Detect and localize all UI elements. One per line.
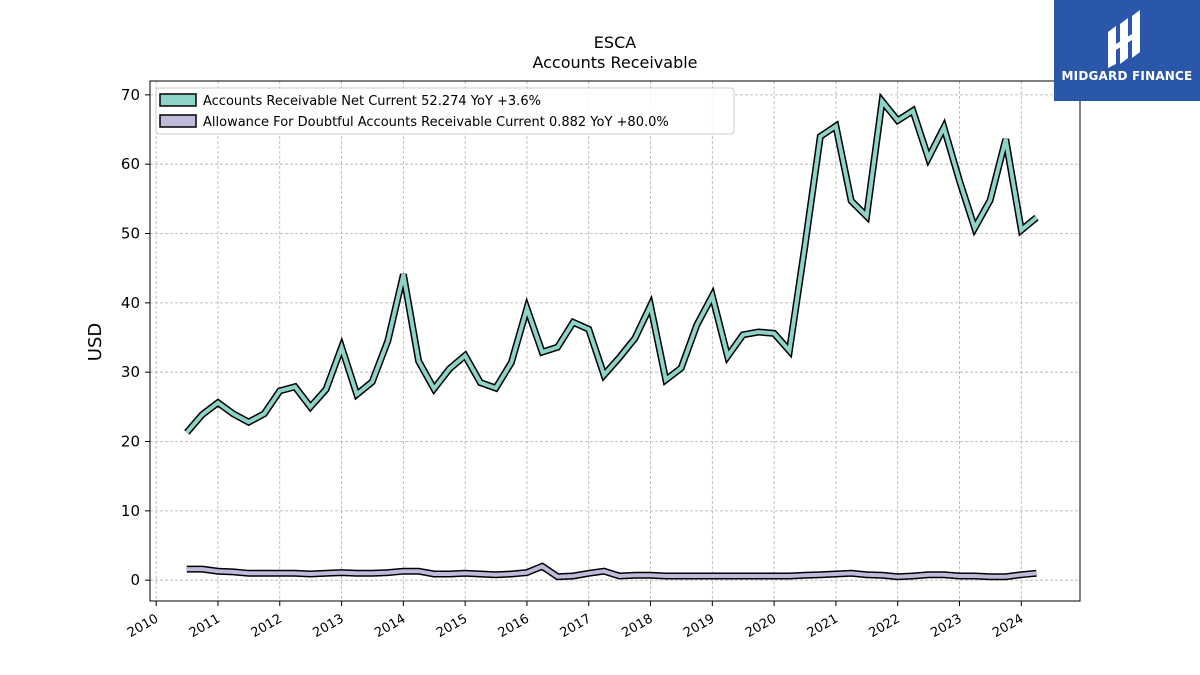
legend-swatch-1 [159,114,197,128]
legend-label-0: Accounts Receivable Net Current 52.274 Y… [203,94,541,109]
x-tick-label: 2012 [249,611,285,641]
x-tick-label: 2017 [558,611,594,641]
x-tick-label: 2011 [187,611,223,641]
y-tick-label: 50 [121,225,140,243]
grid [150,81,1080,601]
series-0-outline [184,92,1039,435]
logo-text: MIDGARD FINANCE [1061,69,1193,83]
x-tick-label: 2013 [310,611,346,641]
x-tick-label: 2015 [434,611,470,641]
series-0-line [185,96,1038,434]
y-tick-label: 40 [121,294,140,312]
legend-swatch-0 [159,93,197,107]
x-tick-label: 2024 [990,611,1026,641]
x-tick-label: 2019 [681,611,717,641]
x-tick-label: 2020 [743,611,779,641]
plot-frame [149,80,1081,602]
y-tick-label: 60 [121,155,140,173]
x-tick-label: 2010 [125,611,161,641]
legend-label-1: Allowance For Doubtful Accounts Receivab… [203,115,669,130]
chart-title: ESCA [594,33,636,52]
legend: Accounts Receivable Net Current 52.274 Y… [155,87,735,135]
x-tick-label: 2018 [619,611,655,641]
chart-subtitle: Accounts Receivable [532,53,697,72]
y-tick-label: 30 [121,363,140,381]
y-tick-label: 10 [121,502,140,520]
x-tick-label: 2022 [867,611,903,641]
y-axis-label: USD [85,323,106,361]
y-tick-label: 70 [121,86,140,104]
x-tick-label: 2016 [496,611,532,641]
legend-box [155,87,735,135]
x-tick-label: 2021 [805,611,841,641]
x-tick-label: 2023 [928,611,964,641]
series-lines [184,92,1039,581]
midgard-logo-icon [1108,10,1140,68]
y-tick-label: 0 [130,571,140,589]
x-tick-label: 2014 [372,611,408,641]
midgard-finance-logo: MIDGARD FINANCE [1054,0,1200,101]
axes: 0 10 20 30 40 50 60 70 2010 2011 2012 2013 2014 2015 2… [121,86,1026,641]
y-tick-label: 20 [121,433,140,451]
series-1-line [186,564,1037,579]
